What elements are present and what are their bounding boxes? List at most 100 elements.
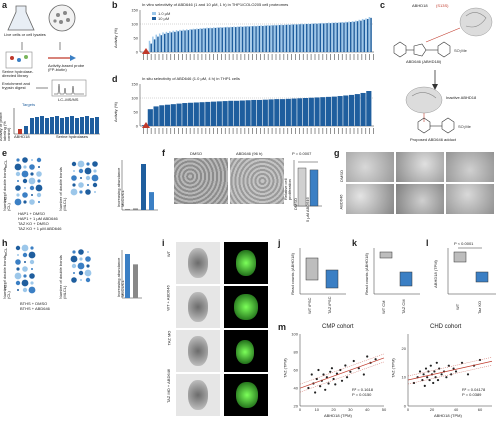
x-tick-label: 0	[299, 407, 302, 412]
lipid-dot	[31, 159, 33, 161]
bar	[277, 24, 279, 52]
bar	[265, 25, 267, 52]
x-category: TAZ KO + 1 µM ABD646	[18, 226, 62, 231]
x-tick-label-mark	[314, 54, 316, 60]
bar	[170, 32, 173, 52]
bar	[194, 29, 196, 52]
bar	[248, 26, 251, 52]
bar	[162, 32, 164, 52]
lipid-dot	[84, 269, 92, 277]
lipid-dot	[30, 281, 34, 285]
x-tick-label-mark	[341, 128, 343, 134]
bar	[326, 23, 328, 52]
bar	[207, 28, 210, 52]
x-tick-label-mark	[240, 128, 242, 134]
x-tick-label-mark	[369, 128, 370, 134]
x-tick-label-mark	[143, 54, 144, 60]
x-tick-label-mark	[353, 54, 355, 60]
bar	[235, 27, 237, 52]
bar	[170, 104, 176, 126]
x-tick-label-mark	[326, 128, 328, 134]
lipid-dot	[85, 189, 91, 195]
bar	[284, 24, 286, 52]
bar	[329, 23, 332, 52]
box-taz	[475, 271, 489, 283]
bar	[270, 25, 273, 52]
y-tick-label: 50	[134, 36, 139, 41]
panel-letter: c	[380, 0, 386, 10]
zebrafish-gfp	[224, 286, 268, 328]
lipid-dot	[24, 261, 26, 263]
panel-letter: b	[112, 0, 118, 10]
scatter-point	[310, 373, 313, 376]
scatter-point	[344, 364, 347, 367]
x-tick-label-mark	[349, 128, 351, 134]
y-tick-label: 0	[136, 124, 139, 129]
bar	[179, 29, 181, 52]
a-bar	[95, 117, 99, 134]
x-tick-label-mark	[146, 54, 148, 60]
lipid-dot	[28, 286, 36, 294]
bar	[326, 96, 332, 126]
bar	[262, 99, 268, 126]
bar	[314, 97, 320, 126]
a-bar	[35, 117, 39, 134]
panel-d: d In situ selectivity of ABD646 (1.0 µM,…	[112, 74, 377, 146]
lipid-dot	[15, 245, 21, 251]
bar	[282, 25, 284, 52]
x-tick-label-mark	[189, 54, 191, 60]
x-tick-label-mark	[178, 54, 179, 60]
x-tick-label: 50	[382, 407, 387, 412]
x-tick-label-mark	[236, 128, 238, 134]
lipid-dot	[23, 200, 27, 204]
x-tick-label-mark	[232, 128, 234, 134]
chart-d: 150 100 50 0	[131, 82, 374, 134]
panel-f: f DMSO ABD646 (96 h) P = 0.0007 Relative…	[162, 148, 332, 234]
bar	[187, 30, 190, 52]
x-tick-label-mark	[275, 54, 277, 60]
lipid-dot	[38, 166, 40, 168]
micrograph-right-label: ABD646 (96 h)	[236, 151, 263, 156]
bar	[257, 99, 263, 126]
bar	[350, 22, 352, 52]
x-tick-label-mark	[170, 54, 172, 60]
x-tick-label-mark	[310, 128, 312, 134]
bar	[153, 106, 159, 126]
a-bar	[55, 116, 59, 134]
bar	[289, 24, 291, 52]
em-image	[446, 184, 494, 214]
x-tick-label-mark	[248, 54, 250, 60]
lipid-dot	[15, 185, 21, 191]
bar	[182, 103, 188, 126]
x-tick-label-mark	[306, 128, 308, 134]
bar	[240, 26, 242, 52]
bar	[297, 24, 300, 52]
scatter-point	[322, 373, 325, 376]
x-tick-label-mark	[201, 54, 203, 60]
panel-i: i WT WT + ABD646 TAZ MO TAZ MO + ABD646	[162, 238, 274, 422]
x-tick-label-mark	[349, 54, 351, 60]
row-label: TAZ MO	[166, 330, 172, 346]
y-tick-label: 40	[294, 386, 299, 391]
x-tick-label-mark	[318, 54, 320, 60]
row-label: ABD646	[338, 194, 344, 210]
x-tick-label-mark	[271, 128, 273, 134]
scatter-point	[421, 378, 424, 382]
regression-line	[299, 357, 385, 389]
lipid-dot	[78, 168, 84, 174]
lipid-dot	[85, 277, 91, 283]
x-category: WT	[455, 303, 460, 310]
bar	[300, 23, 303, 52]
x-tick-label-mark	[252, 128, 253, 134]
x-tick-label-mark	[174, 128, 175, 134]
lipid-dot	[92, 182, 98, 188]
bar	[165, 31, 168, 52]
step-label-digest: Enrichment and trypsin digest	[2, 81, 31, 90]
scatter-point	[317, 368, 320, 372]
y-tick-label: 100	[131, 96, 138, 101]
x-tick-label-mark	[166, 128, 168, 134]
lipid-dot	[28, 251, 36, 259]
lipid-dot	[21, 244, 29, 252]
x-category: WT CM	[381, 300, 386, 314]
x-tick-label-mark	[146, 128, 148, 134]
